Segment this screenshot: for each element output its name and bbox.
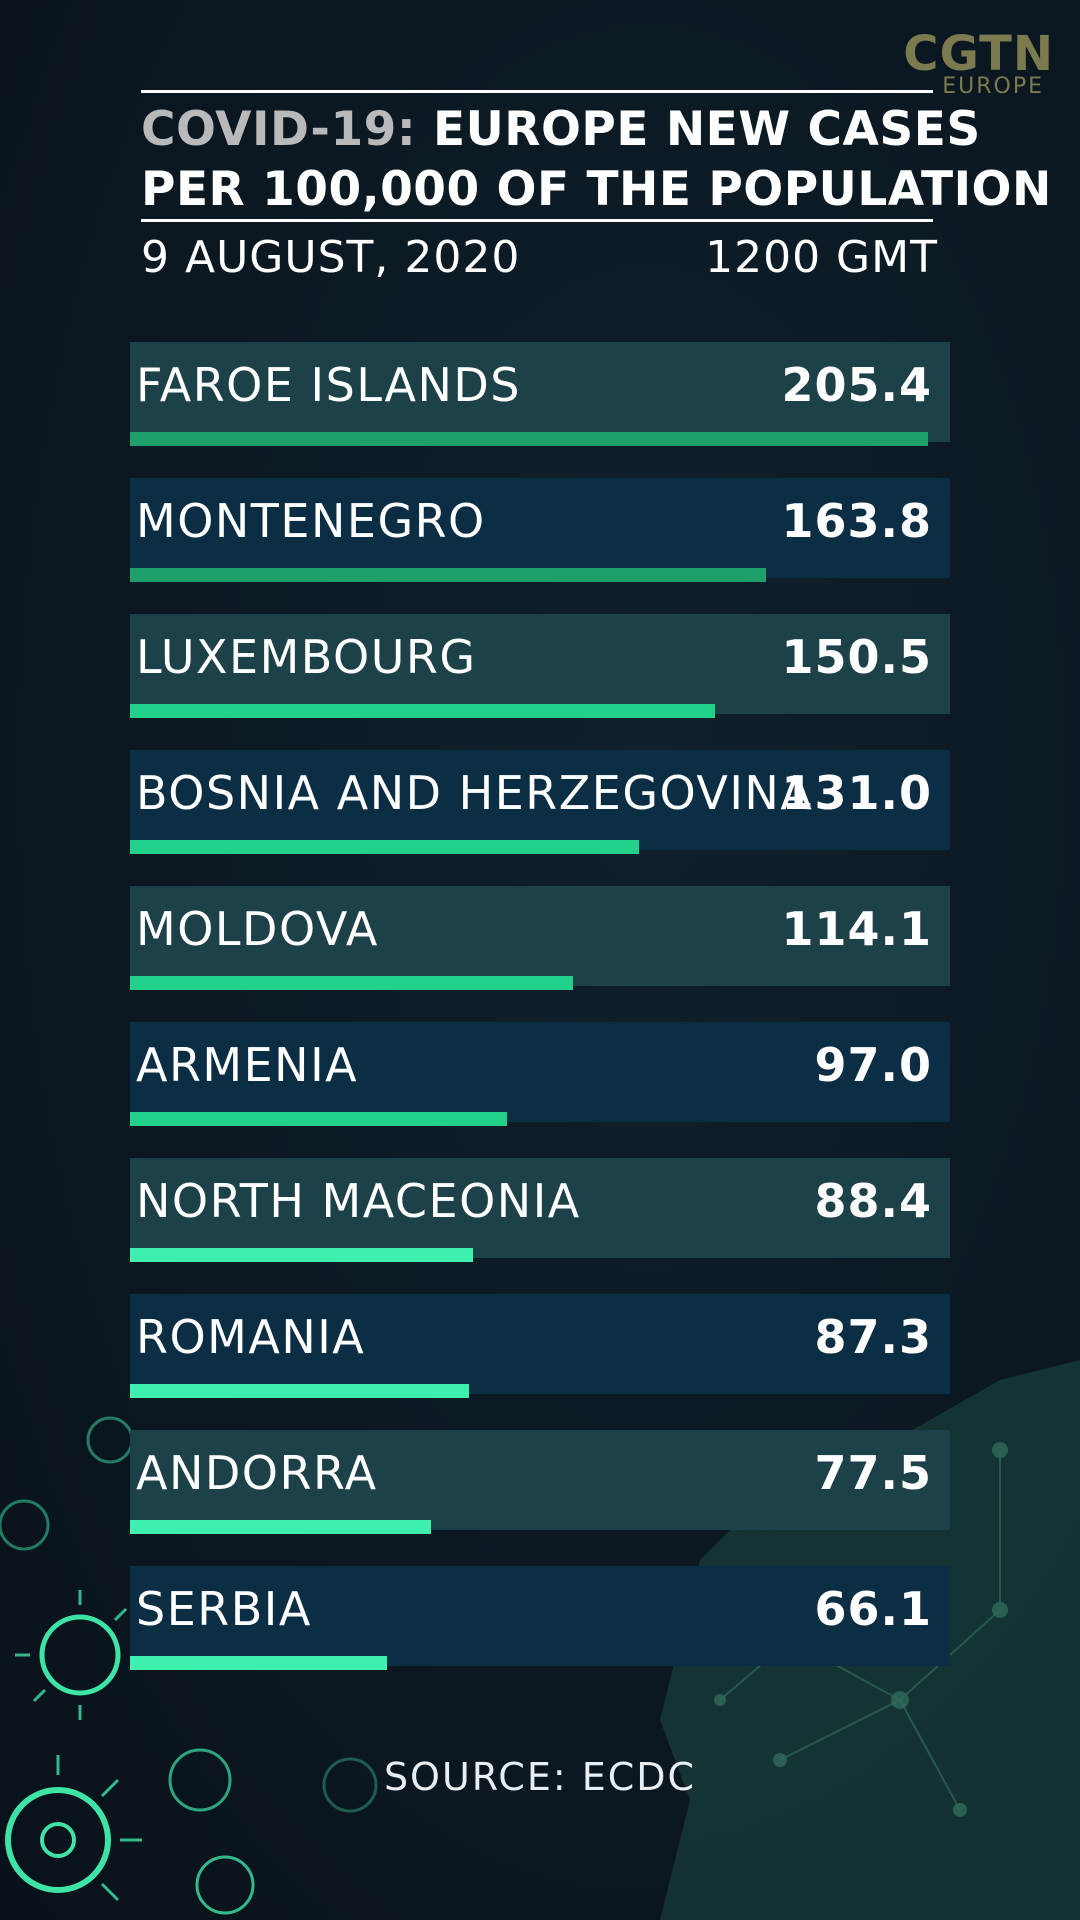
bar: [130, 840, 639, 854]
logo-main-text: CGTN: [903, 26, 1054, 82]
value-label: 114.1: [781, 902, 932, 956]
bar: [130, 1656, 387, 1670]
title-top-rule: [141, 90, 933, 93]
category-label: ANDORRA: [136, 1446, 378, 1500]
value-label: 150.5: [781, 630, 932, 684]
category-label: NORTH MACEONIA: [136, 1174, 581, 1228]
bar: [130, 432, 928, 446]
bar: [130, 1112, 507, 1126]
bar-row: FAROE ISLANDS 205.4: [130, 342, 950, 446]
category-label: BOSNIA AND HERZEGOVINA: [136, 766, 814, 820]
bar-row: NORTH MACEONIA 88.4: [130, 1158, 950, 1262]
bar-row: BOSNIA AND HERZEGOVINA 131.0: [130, 750, 950, 854]
title-line-2: PER 100,000 OF THE POPULATION: [141, 162, 1052, 217]
bar-row: ARMENIA 97.0: [130, 1022, 950, 1126]
bar-row: MONTENEGRO 163.8: [130, 478, 950, 582]
time-label: 1200 GMT: [705, 232, 938, 283]
value-label: 205.4: [781, 358, 932, 412]
category-label: LUXEMBOURG: [136, 630, 477, 684]
title-line-1: EUROPE NEW CASES: [433, 102, 981, 157]
category-label: FAROE ISLANDS: [136, 358, 522, 412]
value-label: 77.5: [814, 1446, 932, 1500]
value-label: 88.4: [814, 1174, 932, 1228]
value-label: 66.1: [814, 1582, 932, 1636]
value-label: 97.0: [814, 1038, 932, 1092]
title-bottom-rule: [141, 219, 933, 222]
category-label: ARMENIA: [136, 1038, 359, 1092]
bar-row: MOLDOVA 114.1: [130, 886, 950, 990]
category-label: ROMANIA: [136, 1310, 366, 1364]
bar-row: ANDORRA 77.5: [130, 1430, 950, 1534]
title-prefix: COVID-19:: [141, 102, 417, 157]
source-note: SOURCE: ECDC: [383, 1755, 697, 1799]
category-label: SERBIA: [136, 1582, 312, 1636]
category-label: MOLDOVA: [136, 902, 379, 956]
bar-row: SERBIA 66.1: [130, 1566, 950, 1670]
value-label: 131.0: [781, 766, 932, 820]
date-label: 9 AUGUST, 2020: [141, 232, 521, 283]
bar: [130, 704, 715, 718]
bar: [130, 1384, 470, 1398]
value-label: 87.3: [814, 1310, 932, 1364]
chart-title: COVID-19: EUROPE NEW CASES PER 100,000 O…: [141, 100, 1052, 220]
bar-row: ROMANIA 87.3: [130, 1294, 950, 1398]
bar-row: LUXEMBOURG 150.5: [130, 614, 950, 718]
bar: [130, 976, 574, 990]
bar: [130, 1520, 432, 1534]
bar: [130, 568, 767, 582]
category-label: MONTENEGRO: [136, 494, 486, 548]
bar: [130, 1248, 474, 1262]
logo-sub-text: EUROPE: [942, 74, 1044, 99]
value-label: 163.8: [781, 494, 932, 548]
cgtn-europe-logo: CGTN EUROPE: [903, 30, 1054, 98]
